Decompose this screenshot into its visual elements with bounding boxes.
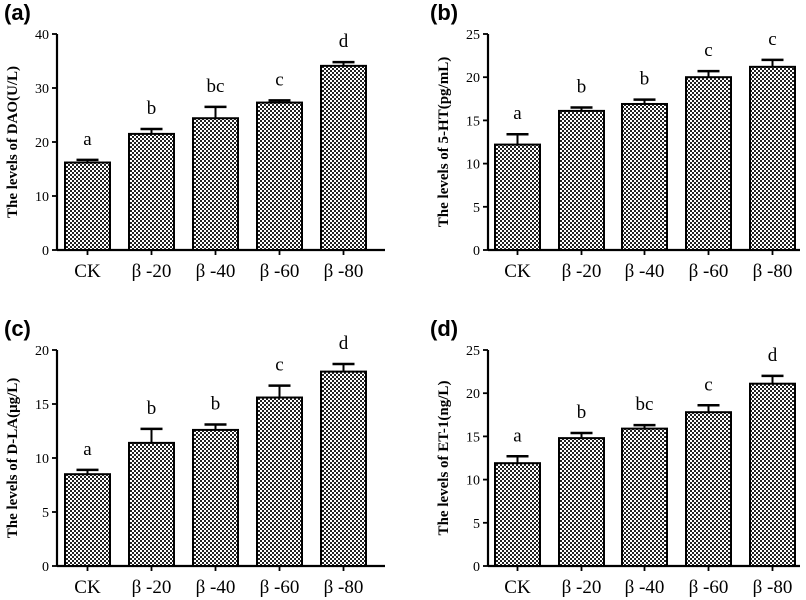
chart-panel: (c) The levels of D-LA(μg/L) 0 5 10 15 20 a CK b β… — [4, 316, 385, 598]
significance-label: b — [640, 69, 650, 90]
bar — [192, 117, 239, 251]
y-axis-title: The levels of ET-1(ng/L) — [436, 381, 452, 536]
chart-panel: (b) The levels of 5-HT(pg/mL) 0 5 10 15 20 25 a C… — [430, 0, 800, 282]
y-tick-label: 10 — [466, 158, 480, 173]
panel-label: (d) — [430, 316, 458, 341]
bar — [621, 102, 668, 252]
y-axis-title: The levels of DAO(U/L) — [5, 66, 21, 218]
x-tick-label: β -60 — [260, 577, 300, 598]
y-tick-label: 0 — [473, 560, 480, 575]
x-tick-label: β -40 — [196, 577, 236, 598]
x-tick-label: β -60 — [689, 577, 729, 598]
x-tick-label: CK — [74, 261, 101, 282]
significance-label: b — [577, 402, 587, 423]
bar — [685, 76, 732, 251]
significance-label: a — [513, 103, 522, 124]
x-tick-label: β -80 — [324, 261, 364, 282]
y-tick-label: 25 — [466, 344, 480, 359]
bar — [558, 437, 605, 567]
significance-label: c — [275, 69, 283, 90]
x-tick-label: β -80 — [324, 577, 364, 598]
bar — [558, 109, 605, 251]
y-axis-title: The levels of D-LA(μg/L) — [5, 378, 21, 539]
panel-label: (c) — [4, 316, 31, 341]
significance-label: bc — [207, 76, 225, 97]
significance-label: a — [513, 425, 522, 446]
y-tick-label: 5 — [473, 517, 480, 532]
x-tick-label: β -20 — [562, 577, 602, 598]
bar — [256, 396, 303, 567]
y-tick-label: 0 — [42, 244, 49, 259]
y-tick-label: 30 — [35, 82, 49, 97]
y-tick-label: 15 — [35, 398, 49, 413]
x-tick-label: CK — [504, 577, 531, 598]
y-tick-label: 0 — [42, 560, 49, 575]
y-tick-label: 5 — [42, 506, 49, 521]
bar — [128, 132, 175, 251]
x-tick-label: β -60 — [689, 261, 729, 282]
significance-label: b — [147, 398, 157, 419]
y-tick-label: 15 — [466, 114, 480, 129]
x-tick-label: β -40 — [625, 261, 665, 282]
y-tick-label: 20 — [466, 387, 480, 402]
bar — [749, 382, 796, 568]
significance-label: a — [83, 129, 92, 150]
bar — [494, 143, 541, 251]
bar — [749, 65, 796, 251]
significance-label: c — [704, 374, 712, 395]
bar — [320, 64, 367, 251]
bar — [256, 101, 303, 251]
significance-label: a — [83, 439, 92, 460]
chart-panels: (a) The levels of DAO(U/L) 0 10 20 30 40 a CK b β … — [4, 0, 800, 598]
panel-label: (b) — [430, 0, 458, 25]
y-tick-label: 20 — [35, 136, 49, 151]
bar — [128, 441, 175, 568]
significance-label: b — [211, 394, 221, 415]
chart-panel: (d) The levels of ET-1(ng/L) 0 5 10 15 20 25 a CK… — [430, 316, 800, 598]
x-tick-label: β -20 — [132, 261, 172, 282]
significance-label: b — [577, 76, 587, 97]
significance-label: c — [768, 29, 776, 50]
y-tick-label: 40 — [35, 28, 49, 43]
y-tick-label: 10 — [35, 190, 49, 205]
panel-label: (a) — [4, 0, 31, 25]
bar — [192, 428, 239, 568]
chart-panel: (a) The levels of DAO(U/L) 0 10 20 30 40 a CK b β … — [4, 0, 385, 282]
bar — [621, 427, 668, 567]
x-tick-label: β -40 — [625, 577, 665, 598]
y-tick-label: 15 — [466, 430, 480, 445]
y-tick-label: 0 — [473, 244, 480, 259]
bar — [64, 473, 111, 568]
x-tick-label: β -40 — [196, 261, 236, 282]
bar — [320, 370, 367, 567]
x-tick-label: β -60 — [260, 261, 300, 282]
x-tick-label: CK — [74, 577, 101, 598]
significance-label: c — [275, 355, 283, 376]
y-tick-label: 20 — [35, 344, 49, 359]
y-axis-title: The levels of 5-HT(pg/mL) — [436, 57, 452, 227]
y-tick-label: 10 — [466, 474, 480, 489]
bar — [64, 161, 111, 252]
x-tick-label: β -80 — [753, 577, 793, 598]
y-tick-label: 20 — [466, 71, 480, 86]
significance-label: b — [147, 98, 157, 119]
y-tick-label: 5 — [473, 201, 480, 216]
significance-label: bc — [636, 394, 654, 415]
significance-label: d — [768, 345, 778, 366]
significance-label: d — [339, 31, 349, 52]
significance-label: c — [704, 40, 712, 61]
significance-label: d — [339, 333, 349, 354]
x-tick-label: CK — [504, 261, 531, 282]
y-tick-label: 10 — [35, 452, 49, 467]
bar — [494, 462, 541, 567]
x-tick-label: β -20 — [132, 577, 172, 598]
x-tick-label: β -20 — [562, 261, 602, 282]
bar — [685, 411, 732, 568]
x-tick-label: β -80 — [753, 261, 793, 282]
y-tick-label: 25 — [466, 28, 480, 43]
